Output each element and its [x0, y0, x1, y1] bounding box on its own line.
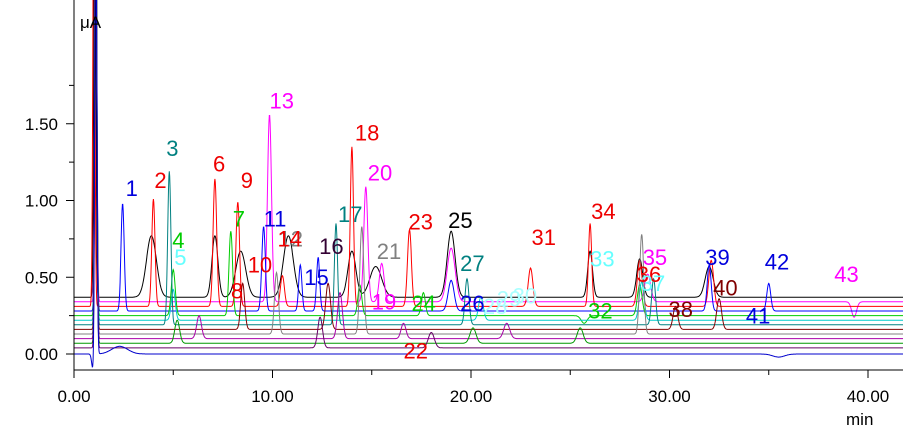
peak-label-5: 5 [174, 245, 186, 270]
peak-label-9: 9 [241, 168, 253, 193]
x-tick-label: 20.00 [450, 387, 493, 406]
x-axis-unit-label: min [846, 410, 873, 429]
y-tick-label: 0.00 [25, 345, 58, 364]
chromatogram-trace-13 [74, 0, 903, 368]
peak-label-1: 1 [126, 176, 138, 201]
y-axis-unit-label: μA [80, 13, 102, 32]
x-tick-label: 10.00 [251, 387, 294, 406]
peak-label-41: 41 [746, 303, 770, 328]
x-tick-label: 30.00 [648, 387, 691, 406]
chromatogram-trace-6 [74, 0, 903, 321]
chromatogram-traces [74, 0, 903, 368]
peak-label-31: 31 [532, 225, 556, 250]
peak-label-15: 15 [304, 265, 328, 290]
peak-label-13: 13 [270, 88, 294, 113]
chromatogram-trace-5 [74, 0, 903, 324]
peak-label-7: 7 [233, 207, 245, 232]
peak-label-36: 36 [637, 262, 661, 287]
peak-label-32: 32 [588, 299, 612, 324]
peak-label-8: 8 [231, 279, 243, 304]
x-tick-label: 0.00 [57, 387, 90, 406]
peak-label-34: 34 [591, 199, 615, 224]
peak-label-19: 19 [372, 289, 396, 314]
peak-label-16: 16 [319, 234, 343, 259]
peak-label-6: 6 [213, 151, 225, 176]
peak-label-20: 20 [368, 161, 392, 186]
peak-label-22: 22 [404, 339, 428, 364]
chromatogram-trace-4 [74, 0, 903, 312]
chart-axes: 0.00 0.50 1.00 1.50 0.00 10.00 20.00 30.00 40.00 [25, 0, 903, 406]
y-tick-label: 1.00 [25, 192, 58, 211]
chromatogram-trace-3 [74, 0, 903, 307]
peak-label-18: 18 [355, 121, 379, 146]
y-tick-label: 0.50 [25, 268, 58, 287]
peak-label-12: 12 [278, 227, 302, 252]
peak-label-26: 26 [460, 291, 484, 316]
peak-label-4: 4 [172, 228, 184, 253]
peak-label-25: 25 [448, 208, 472, 233]
peak-label-27: 27 [460, 251, 484, 276]
peak-label-14: 14 [277, 227, 301, 252]
peak-label-11: 11 [264, 207, 287, 232]
peak-label-2: 2 [154, 168, 166, 193]
x-tick-label: 40.00 [847, 387, 890, 406]
chromatogram-trace-12 [74, 0, 903, 349]
peak-label-21: 21 [377, 239, 401, 264]
peak-label-43: 43 [834, 262, 858, 287]
chromatogram-trace-7 [74, 0, 903, 326]
peak-label-38: 38 [669, 297, 693, 322]
peak-label-39: 39 [705, 245, 729, 270]
chromatogram-trace-2 [74, 0, 903, 318]
peak-label-35: 35 [643, 245, 667, 270]
chromatogram-trace-11 [74, 0, 903, 344]
peak-label-30: 30 [513, 283, 537, 308]
y-tick-label: 1.50 [25, 115, 58, 134]
peak-label-33: 33 [590, 247, 614, 272]
chromatogram-trace-10 [74, 0, 903, 340]
chromatogram-trace-8 [74, 0, 903, 330]
peak-label-40: 40 [713, 276, 737, 301]
peak-label-24: 24 [411, 291, 435, 316]
peak-label-23: 23 [408, 210, 432, 235]
peak-label-28: 28 [483, 294, 507, 319]
peak-label-17: 17 [338, 202, 362, 227]
peak-label-3: 3 [166, 136, 178, 161]
peak-label-29: 29 [497, 286, 521, 311]
peak-labels: 1 234567891011121314151617181920212223242… [126, 88, 859, 363]
peak-label-10: 10 [248, 253, 272, 278]
peak-label-42: 42 [765, 250, 789, 275]
chromatogram-trace-9 [74, 0, 903, 335]
peak-label-37: 37 [641, 271, 665, 296]
